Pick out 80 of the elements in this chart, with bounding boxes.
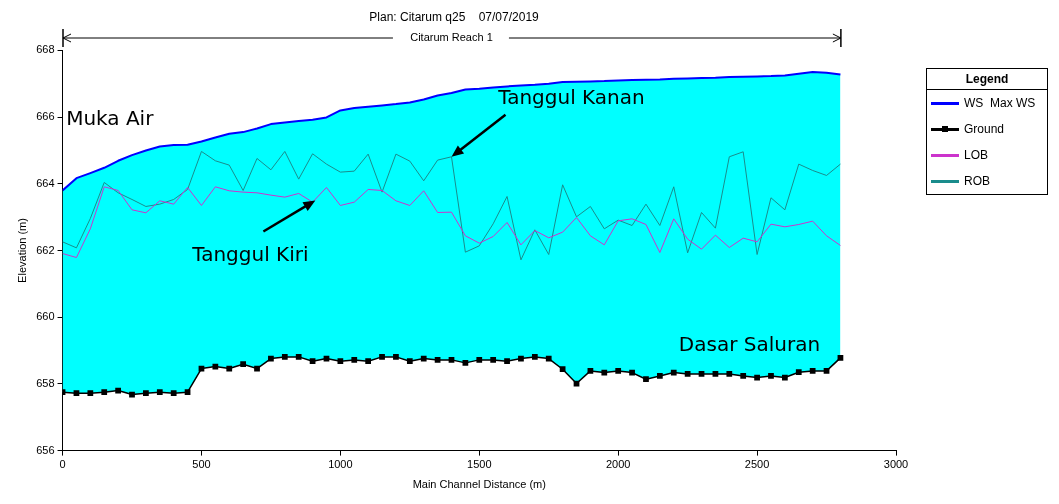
point (379, 354, 385, 360)
point (615, 368, 622, 374)
point (795, 369, 802, 376)
point (643, 376, 649, 383)
annotation: Tanggul Kanan (497, 84, 645, 109)
point (365, 358, 372, 365)
point (115, 387, 121, 394)
point (712, 371, 719, 377)
point (782, 374, 788, 381)
legend-label: LOB (964, 148, 989, 162)
y-tick-label: 666 (36, 110, 55, 123)
point (656, 373, 663, 379)
legend-label: WS Max WS (964, 96, 1036, 110)
point (240, 361, 247, 368)
x-tick-label: 2500 (744, 458, 770, 471)
x-tick-label: 1000 (328, 458, 353, 471)
x-tick-label: 1500 (467, 458, 492, 471)
point (684, 371, 691, 377)
point (337, 358, 344, 365)
point (670, 369, 677, 376)
point (406, 358, 413, 365)
point (837, 355, 844, 361)
x-tick-label: 0 (59, 458, 66, 471)
point (518, 355, 524, 362)
chart-title: Plan: Citarum q25 07/07/2019 (369, 9, 540, 24)
point (490, 357, 497, 363)
point (156, 389, 163, 396)
point (281, 354, 288, 360)
point (184, 389, 191, 396)
point (531, 354, 538, 360)
point (740, 373, 747, 379)
x-tick-label: 2000 (605, 458, 631, 471)
point (698, 371, 705, 377)
point (823, 368, 830, 374)
y-tick-label: 656 (36, 443, 55, 456)
legend-label: Ground (964, 122, 1005, 136)
annotation: Tanggul Kiri (191, 241, 309, 266)
point (754, 374, 760, 381)
point (504, 358, 510, 365)
legend-title: Legend (927, 69, 1047, 90)
point (101, 389, 108, 396)
annotation: Dasar Saluran (678, 332, 821, 357)
point (420, 355, 427, 362)
point (212, 363, 219, 370)
point (254, 365, 260, 372)
point (601, 369, 608, 376)
point (476, 357, 483, 363)
point (268, 355, 274, 362)
point (87, 390, 94, 397)
point (434, 357, 441, 363)
y-tick-label: 660 (36, 310, 55, 323)
y-tick-label: 662 (36, 243, 55, 256)
annotation: Muka Air (66, 106, 155, 131)
point (587, 368, 594, 374)
point (768, 373, 774, 379)
point (226, 365, 233, 372)
point (629, 369, 635, 376)
text: Citarum Reach 1 (410, 31, 493, 44)
x-axis-title: Main Channel Distance (m) (412, 478, 546, 491)
point (295, 354, 302, 360)
y-axis-title: Elevation (m) (15, 218, 28, 283)
point (143, 390, 149, 397)
point (351, 357, 358, 363)
point (545, 355, 552, 362)
point (559, 366, 566, 373)
y-tick-label: 658 (36, 376, 55, 389)
point (309, 358, 316, 365)
point (448, 357, 455, 363)
point (129, 391, 135, 398)
point (170, 390, 177, 397)
point (462, 360, 469, 366)
point (393, 354, 399, 360)
y-tick-label: 664 (36, 176, 55, 189)
legend-label: ROB (964, 174, 991, 188)
x-tick-label: 500 (192, 458, 211, 471)
point (73, 390, 80, 397)
point (809, 368, 816, 374)
y-tick-label: 668 (36, 43, 55, 56)
point (726, 371, 733, 377)
x-tick-label: 3000 (883, 458, 909, 471)
